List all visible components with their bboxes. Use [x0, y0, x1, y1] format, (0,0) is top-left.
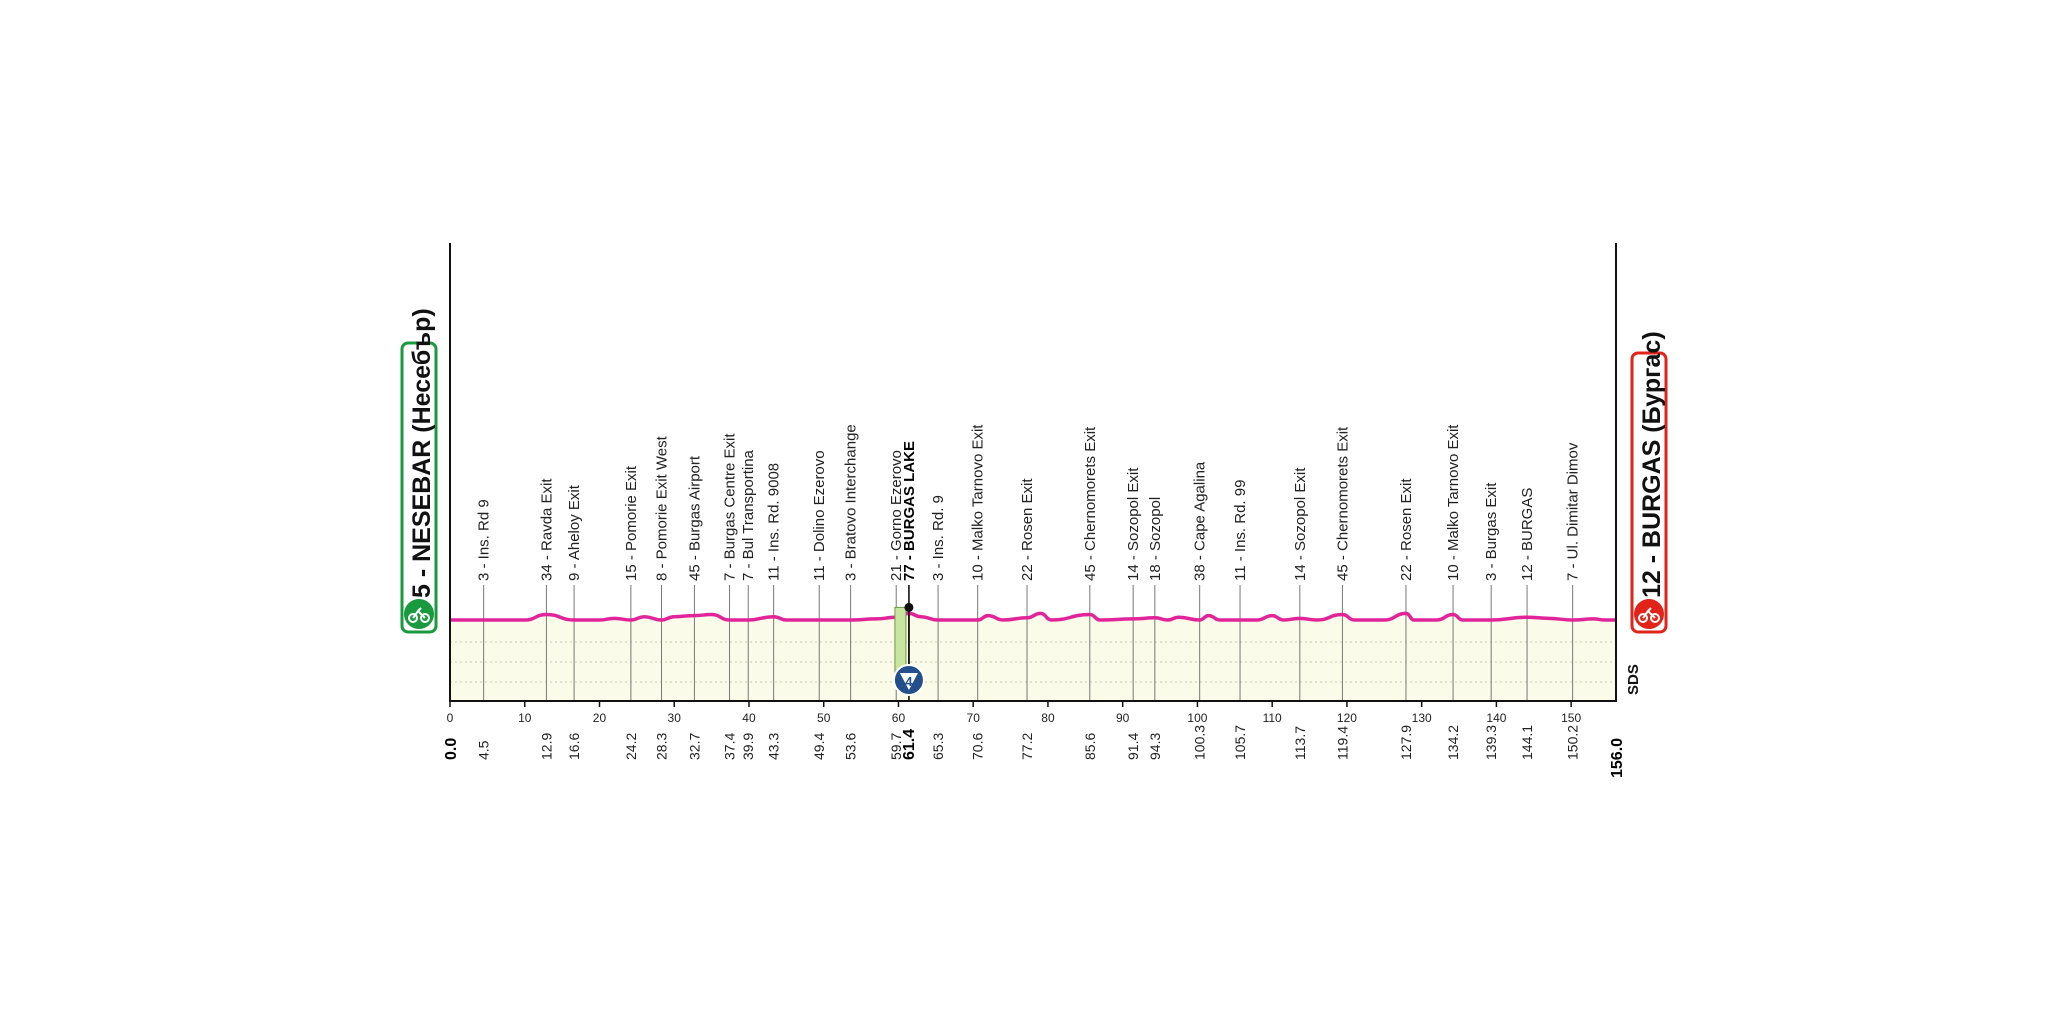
waypoint-label: 7 - Bul Transportina: [740, 449, 757, 581]
waypoint-km: 70.6: [970, 733, 986, 760]
waypoint-label: 21 - Gorno Ezerovo: [888, 450, 905, 581]
waypoint-km: 91.4: [1125, 733, 1141, 760]
x-tick-label: 0: [447, 711, 454, 725]
waypoint-label: 11 - Ins. Rd. 9008: [766, 463, 783, 581]
elevation-guide-lines: [450, 641, 1616, 683]
x-tick-label: 40: [742, 711, 756, 725]
start-location: 5 - NESEBAR (Несебър): [408, 308, 436, 598]
sds-logo: SDS: [1625, 664, 1642, 695]
waypoint-label: 15 - Pomorie Exit: [623, 465, 640, 581]
waypoint-label: 34 - Ravda Exit: [538, 478, 555, 581]
bike-icon: [408, 607, 430, 623]
waypoint-label: 22 - Rosen Exit: [1398, 478, 1415, 581]
waypoint-km: 113.7: [1292, 726, 1308, 760]
waypoint-km: 61.4: [901, 729, 918, 760]
finish-location: 12 - BURGAS (Бургас): [1638, 331, 1666, 598]
waypoint-km: 150.2: [1565, 725, 1581, 760]
waypoint-km: 65.3: [930, 733, 946, 760]
finish-badge-frame: [1630, 351, 1668, 634]
waypoint-km: 43.3: [766, 733, 782, 760]
x-tick-label: 90: [1116, 711, 1130, 725]
sprint-number: 4: [905, 674, 913, 689]
x-tick-label: 100: [1187, 711, 1207, 725]
x-tick-label: 110: [1263, 711, 1282, 725]
waypoint-km: 100.3: [1192, 725, 1208, 760]
waypoint-label: 77 - BURGAS LAKE: [901, 441, 918, 581]
waypoint-label: 3 - Ins. Rd 9: [476, 499, 493, 581]
waypoint-km: 4.5: [476, 740, 492, 760]
waypoint-km: 28.3: [654, 733, 670, 760]
waypoint-km: 59.7: [888, 733, 904, 760]
waypoint-km: 105.7: [1232, 725, 1248, 760]
waypoint-label: 18 - Sozopol: [1147, 497, 1164, 581]
waypoint-label: 14 - Sozopol Exit: [1125, 467, 1142, 581]
waypoint-km: 119.4: [1334, 726, 1350, 760]
waypoint-label: 3 - Bratovo Interchange: [843, 424, 860, 581]
waypoint-km: 12.9: [538, 733, 554, 760]
x-tick-label: 140: [1486, 711, 1506, 725]
waypoint-label: 45 - Chernomorets Exit: [1334, 426, 1351, 581]
waypoint-label: 11 - Ins. Rd. 99: [1232, 480, 1249, 581]
waypoint-label: 3 - Ins. Rd. 9: [930, 495, 947, 581]
waypoint-label: 10 - Malko Tarnovo Exit: [970, 424, 987, 581]
waypoint-km: 144.1: [1519, 725, 1535, 760]
x-tick-label: 50: [817, 711, 831, 725]
start-badge-frame: [400, 341, 438, 634]
start-badge: 5 - NESEBAR (Несебър): [400, 308, 438, 634]
intermediate-sprint-marker: 4: [892, 602, 925, 696]
finish-km-label: 156.0: [1609, 738, 1626, 778]
x-tick-label: 150: [1561, 711, 1581, 725]
waypoint-label: 22 - Rosen Exit: [1019, 478, 1036, 581]
waypoint-label: 12 - BURGAS: [1519, 488, 1536, 581]
waypoint-km: 39.9: [740, 733, 756, 760]
x-tick-label: 70: [967, 711, 981, 725]
x-axis-ticks: 0 10 20 30 40 50 60 70 80 90 100 110 120 130 140 150: [447, 701, 1581, 725]
waypoint-label: 10 - Malko Tarnovo Exit: [1445, 424, 1462, 581]
waypoint-km: 24.2: [623, 733, 639, 760]
waypoint-km: 37.4: [722, 733, 738, 760]
sprint-dot: [904, 602, 914, 612]
start-icon: [404, 599, 434, 629]
waypoint-label: 45 - Burgas Airport: [686, 455, 703, 581]
waypoint-km: 85.6: [1082, 733, 1098, 760]
waypoint-label: 9 - Aheloy Exit: [566, 484, 583, 581]
waypoint-label: 3 - Burgas Exit: [1483, 482, 1500, 581]
start-km-label: 0.0: [443, 738, 460, 760]
x-tick-label: 60: [892, 711, 906, 725]
waypoint-label: 45 - Chernomorets Exit: [1082, 426, 1099, 581]
x-tick-label: 10: [518, 711, 532, 725]
km-labels: 4.5 12.9 16.6 24.2 28.3 32.7 37.4 39.9 43.3 49.4 5…: [476, 725, 1581, 760]
waypoint-km: 134.2: [1445, 725, 1461, 760]
waypoint-label: 11 - Dolino Ezerovo: [811, 450, 828, 581]
finish-badge: 12 - BURGAS (Бургас): [1630, 331, 1668, 634]
waypoint-label: 38 - Cape Agalina: [1192, 461, 1209, 581]
x-tick-label: 120: [1337, 711, 1357, 725]
sprint-band: [894, 606, 907, 673]
waypoint-km: 94.3: [1147, 733, 1163, 760]
x-tick-label: 30: [668, 711, 682, 725]
x-tick-label: 130: [1412, 711, 1432, 725]
finish-icon: [1634, 599, 1664, 629]
x-tick-label: 20: [593, 711, 607, 725]
waypoint-km: 32.7: [686, 733, 702, 760]
waypoint-km: 16.6: [566, 733, 582, 760]
waypoint-km: 127.9: [1398, 725, 1414, 760]
waypoint-km: 77.2: [1019, 733, 1035, 760]
bike-icon: [1638, 607, 1660, 623]
sprint-icon: [899, 673, 918, 690]
waypoint-label: 7 - Ul. Dimitar Dimov: [1565, 442, 1582, 581]
waypoint-label: 14 - Sozopol Exit: [1292, 467, 1309, 581]
waypoint-label: 8 - Pomorie Exit West: [654, 435, 671, 581]
waypoint-km: 53.6: [843, 733, 859, 760]
elevation-profile-line: [450, 611, 1616, 622]
waypoint-label: 7 - Burgas Centre Exit: [722, 433, 739, 581]
waypoint-km: 49.4: [811, 733, 827, 760]
elevation-area: [450, 613, 1616, 701]
waypoint-km: 139.3: [1483, 725, 1499, 760]
waypoint-labels: 3 - Ins. Rd 9 34 - Ravda Exit 9 - Aheloy E…: [476, 424, 1582, 581]
x-tick-label: 80: [1041, 711, 1055, 725]
